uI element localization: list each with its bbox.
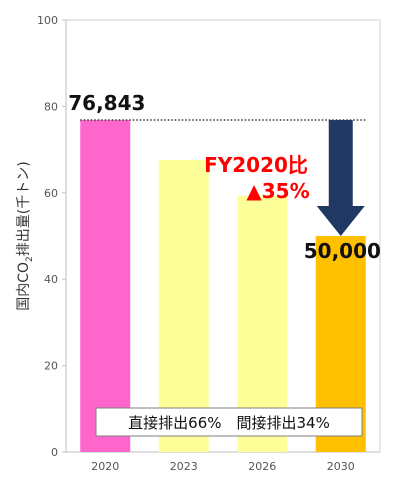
bar-2023 — [158, 159, 209, 452]
reduction-arrow-shaft — [328, 120, 353, 206]
bars — [80, 120, 366, 452]
x-tick-labels: 2020 2023 2026 2030 — [91, 460, 355, 473]
y-tick-label: 20 — [44, 360, 58, 373]
bar-2020 — [80, 120, 131, 452]
x-tick-label-2030: 2030 — [327, 460, 355, 473]
y-tick-label: 100 — [37, 14, 58, 27]
y-axis-title-part2: 排出量(千トン) — [16, 161, 32, 256]
x-tick-label-2023: 2023 — [170, 460, 198, 473]
y-tick-label: 0 — [51, 446, 58, 459]
y-axis-title-part1: 国内CO — [16, 262, 32, 311]
annotation-fy2020: FY2020比 — [204, 153, 308, 177]
y-axis-title-sub: 2 — [25, 256, 35, 262]
annotation-reduction: ▲35% — [246, 179, 309, 203]
breakdown-text: 直接排出66% 間接排出34% — [128, 414, 330, 432]
reduction-arrow-head — [316, 206, 365, 236]
y-ticks: 0 20 40 60 80 100 — [37, 14, 66, 459]
x-tick-label-2026: 2026 — [248, 460, 276, 473]
y-tick-label: 40 — [44, 273, 58, 286]
y-tick-label: 60 — [44, 187, 58, 200]
data-label-2020: 76,843 — [68, 91, 145, 115]
data-label-2030: 50,000 — [304, 239, 381, 263]
breakdown-box — [95, 407, 363, 437]
y-tick-label: 80 — [44, 100, 58, 113]
y-axis-title: 国内CO2排出量(千トン) — [16, 161, 35, 310]
x-tick-label-2020: 2020 — [91, 460, 119, 473]
reduction-arrow — [316, 120, 365, 236]
